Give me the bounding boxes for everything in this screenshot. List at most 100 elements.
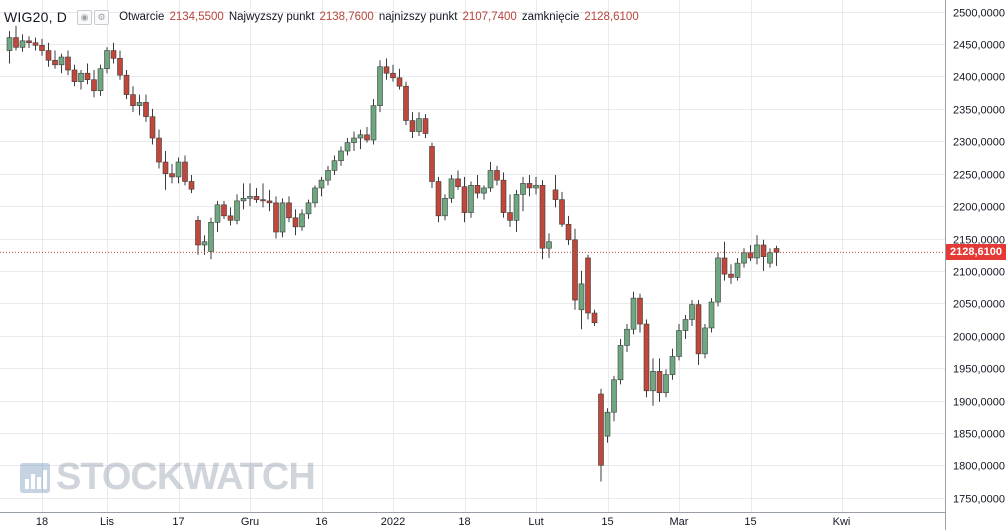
candle-down: [461, 186, 468, 213]
candle-down: [643, 323, 650, 392]
candle-up: [175, 161, 182, 178]
candle-down: [429, 146, 435, 182]
eye-icon[interactable]: ◉: [77, 9, 93, 25]
y-tick-label: 2250,0000: [953, 170, 1005, 182]
watermark: STOCKWATCH: [20, 456, 316, 499]
candle-up: [578, 283, 585, 311]
candle-down: [130, 94, 136, 106]
candle-up: [344, 142, 351, 152]
candle-down: [39, 45, 45, 51]
candle-down: [123, 74, 130, 95]
candle-up: [546, 241, 552, 249]
candle-down: [396, 77, 403, 87]
candle-down: [32, 42, 39, 46]
candle-down: [260, 199, 266, 202]
y-tick-label: 1950,0000: [953, 364, 1005, 376]
candle-down: [565, 223, 572, 241]
candle-down: [390, 72, 396, 79]
candle-up: [370, 105, 377, 141]
candle-up: [442, 198, 448, 217]
candle-up: [630, 297, 637, 330]
candle-up: [715, 257, 721, 303]
candle-down: [559, 199, 565, 225]
candle-up: [416, 118, 422, 132]
candle-up: [97, 68, 104, 92]
candle-down: [110, 50, 117, 59]
x-tick-label: 16: [315, 516, 327, 528]
y-tick-label: 1900,0000: [953, 397, 1005, 409]
x-tick-label: Lut: [528, 516, 543, 528]
candle-up: [669, 356, 676, 375]
candle-up: [448, 178, 455, 199]
candle-down: [585, 257, 591, 314]
candle-down: [143, 102, 149, 117]
candle-up: [481, 187, 487, 194]
x-tick-label: 18: [458, 516, 470, 528]
candle-down: [117, 58, 123, 76]
candle-up: [754, 244, 760, 259]
x-tick-label: 15: [744, 516, 756, 528]
candle-up: [468, 185, 474, 213]
candle-up: [214, 204, 221, 223]
candle-up: [708, 301, 715, 329]
candle-up: [351, 137, 357, 143]
candle-down: [13, 37, 19, 48]
candle-up: [208, 221, 214, 252]
candle-down: [474, 185, 481, 194]
candle-down: [286, 202, 292, 219]
y-tick-label: 2350,0000: [953, 105, 1005, 117]
candle-down: [71, 69, 78, 82]
high-value: 2138,7600: [319, 11, 374, 23]
candle-down: [169, 173, 175, 178]
candle-down: [695, 304, 702, 355]
candle-down: [494, 170, 500, 181]
candle-up: [663, 374, 669, 394]
y-tick-label: 2300,0000: [953, 137, 1005, 149]
candle-up: [702, 327, 708, 355]
candle-down: [435, 181, 442, 217]
settings-icon[interactable]: ⚙: [94, 9, 110, 25]
candle-down: [747, 252, 754, 259]
candle-down: [91, 79, 97, 92]
candle-down: [383, 66, 390, 74]
candle-down: [422, 118, 429, 134]
candle-down: [227, 215, 234, 221]
low-label: najnizszy punkt: [378, 11, 458, 23]
stockwatch-logo-icon: [20, 462, 50, 493]
candle-down: [721, 257, 728, 275]
x-tick-label: Kwi: [833, 516, 851, 528]
candle-up: [617, 345, 624, 381]
x-tick-label: Gru: [241, 516, 259, 528]
candle-up: [650, 371, 656, 392]
open-label: Otwarcie: [119, 11, 165, 23]
candle-up: [520, 183, 526, 195]
low-value: 2107,7400: [462, 11, 517, 23]
candle-up: [318, 179, 325, 189]
candle-down: [539, 185, 546, 249]
candle-up: [104, 50, 110, 69]
candle-up: [6, 37, 13, 51]
candle-up: [279, 202, 286, 233]
candle-up: [312, 187, 318, 204]
y-tick-label: 2000,0000: [953, 332, 1005, 344]
candle-up: [604, 411, 611, 437]
candle-up: [689, 304, 695, 320]
candle-down: [292, 217, 299, 228]
candle-down: [65, 56, 71, 71]
candle-down: [500, 179, 507, 213]
candle-up: [682, 319, 689, 331]
candle-down: [45, 50, 52, 61]
candle-down: [221, 204, 227, 217]
candle-up: [741, 252, 747, 264]
candle-up: [19, 40, 26, 48]
last-price-badge: 2128,6100: [946, 244, 1006, 260]
ticker-label[interactable]: WIG20, D: [4, 9, 68, 25]
y-tick-label: 1800,0000: [953, 461, 1005, 473]
candle-up: [78, 72, 84, 82]
candle-down: [52, 59, 58, 66]
x-tick-label: 15: [601, 516, 613, 528]
candle-up: [676, 330, 682, 357]
candle-down: [455, 178, 461, 187]
candle-up: [234, 200, 240, 221]
